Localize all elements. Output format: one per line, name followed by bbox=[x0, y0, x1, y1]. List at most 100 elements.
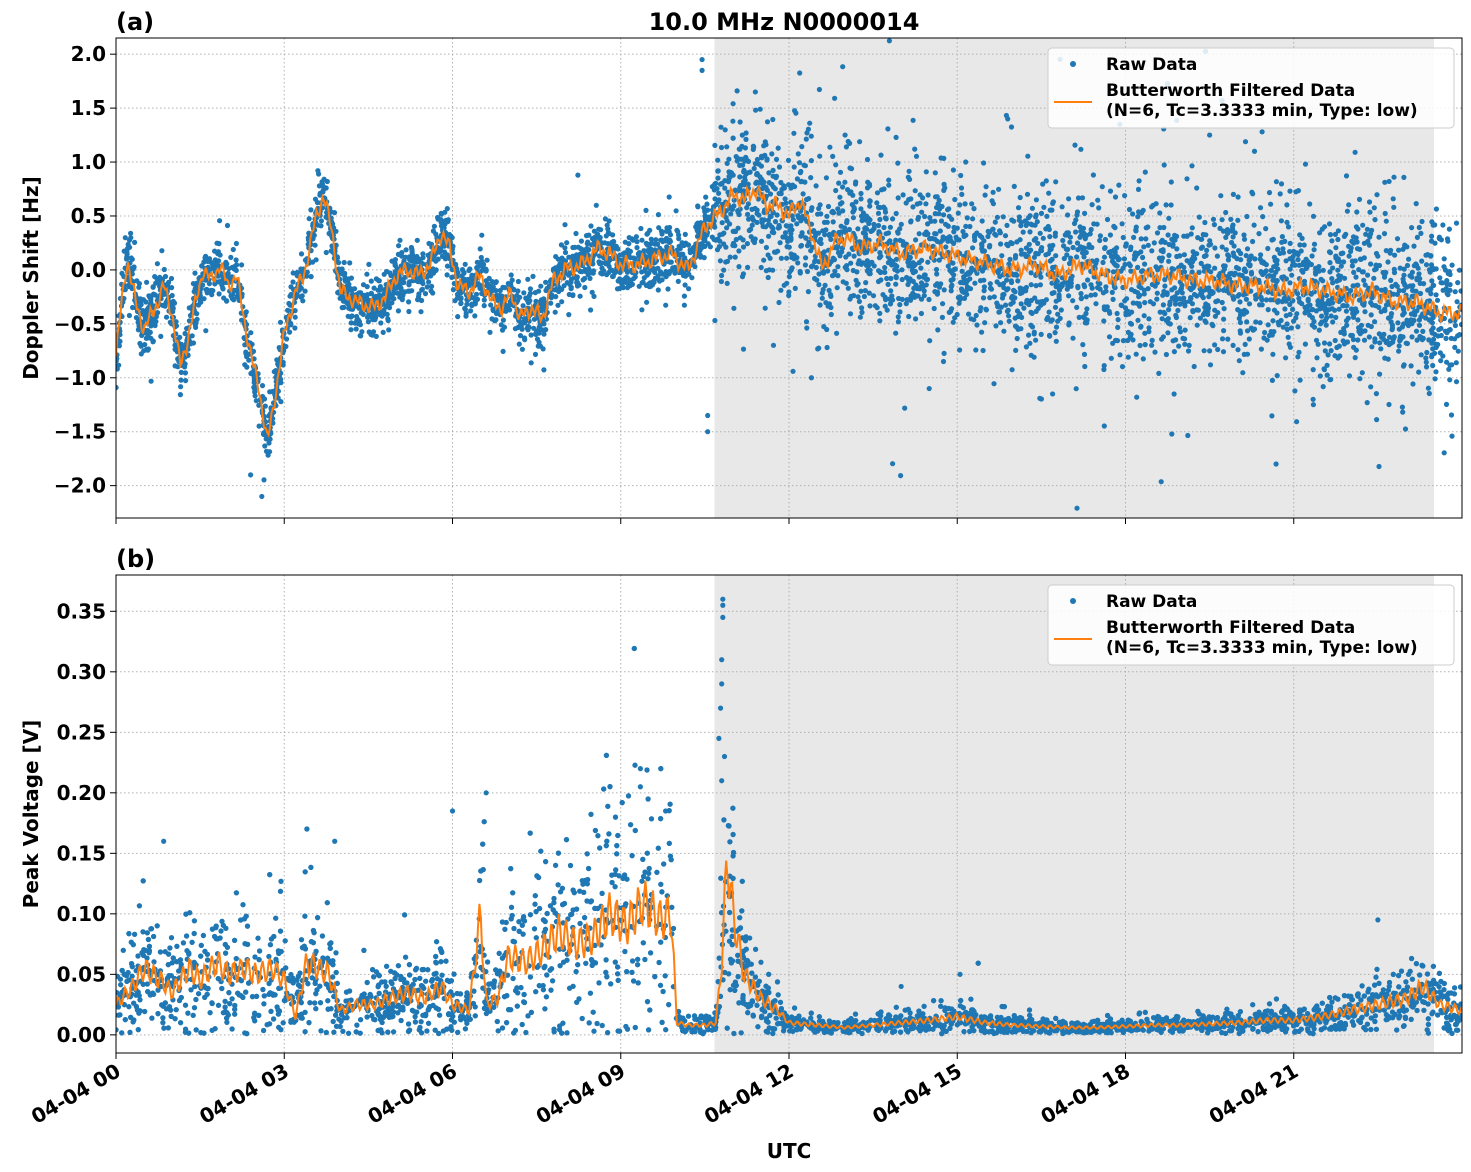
raw-point bbox=[845, 285, 851, 291]
raw-point bbox=[758, 153, 765, 159]
raw-point bbox=[904, 297, 910, 303]
raw-point bbox=[767, 191, 774, 197]
raw-point bbox=[1228, 228, 1235, 234]
raw-point bbox=[893, 275, 899, 281]
raw-point bbox=[360, 282, 367, 288]
raw-point bbox=[844, 263, 850, 269]
raw-point bbox=[178, 384, 184, 390]
raw-point bbox=[1219, 299, 1225, 306]
raw-point bbox=[754, 179, 760, 185]
raw-point bbox=[883, 215, 889, 221]
raw-point bbox=[1002, 233, 1009, 239]
raw-point bbox=[745, 158, 752, 164]
raw-point bbox=[743, 136, 749, 142]
raw-point bbox=[562, 245, 568, 251]
raw-point bbox=[840, 184, 846, 190]
raw-point bbox=[757, 106, 763, 112]
raw-point bbox=[712, 317, 718, 324]
raw-point bbox=[580, 277, 586, 283]
raw-point bbox=[1381, 231, 1388, 237]
raw-point bbox=[1116, 182, 1122, 188]
raw-point bbox=[819, 295, 825, 301]
raw-point bbox=[130, 304, 136, 311]
raw-point bbox=[1280, 324, 1286, 330]
raw-point bbox=[977, 233, 983, 239]
raw-point bbox=[644, 272, 650, 278]
raw-point bbox=[959, 191, 965, 197]
raw-point bbox=[339, 305, 345, 311]
raw-point bbox=[739, 274, 746, 280]
raw-point bbox=[886, 182, 892, 188]
raw-point bbox=[1416, 224, 1422, 231]
raw-point bbox=[1158, 239, 1164, 245]
raw-point bbox=[371, 285, 377, 291]
raw-point bbox=[999, 295, 1006, 301]
raw-point bbox=[623, 274, 629, 281]
raw-point bbox=[686, 286, 692, 292]
raw-point bbox=[799, 144, 805, 150]
raw-point bbox=[784, 255, 790, 261]
raw-point bbox=[1323, 322, 1329, 328]
raw-point bbox=[1045, 223, 1051, 230]
raw-point bbox=[608, 267, 614, 273]
raw-point bbox=[1205, 311, 1211, 317]
raw-point bbox=[396, 243, 402, 249]
raw-point bbox=[1061, 255, 1067, 262]
raw-point bbox=[1138, 324, 1144, 330]
raw-point bbox=[1280, 246, 1286, 252]
raw-point bbox=[971, 234, 978, 240]
raw-point bbox=[1141, 291, 1147, 297]
raw-point bbox=[906, 313, 912, 320]
raw-point bbox=[1330, 265, 1336, 271]
raw-point bbox=[1391, 204, 1397, 210]
raw-point bbox=[1146, 325, 1152, 331]
raw-point bbox=[1212, 342, 1218, 348]
raw-point bbox=[484, 257, 490, 263]
raw-point bbox=[655, 287, 661, 293]
raw-point bbox=[857, 314, 864, 320]
raw-point bbox=[1067, 277, 1073, 283]
raw-point bbox=[711, 236, 717, 243]
raw-point bbox=[226, 274, 232, 280]
raw-point bbox=[610, 232, 616, 238]
raw-point bbox=[1012, 289, 1018, 295]
raw-point bbox=[1165, 330, 1171, 336]
raw-point bbox=[1028, 270, 1034, 276]
raw-point bbox=[1003, 302, 1009, 308]
raw-point bbox=[754, 171, 760, 178]
raw-point bbox=[1400, 276, 1406, 282]
raw-point bbox=[487, 329, 493, 335]
raw-point bbox=[1259, 129, 1265, 135]
raw-point bbox=[1107, 188, 1114, 194]
raw-point bbox=[1395, 320, 1401, 326]
raw-point bbox=[528, 332, 534, 338]
raw-point bbox=[1286, 341, 1292, 347]
raw-point bbox=[786, 244, 792, 250]
raw-point bbox=[1202, 219, 1208, 226]
raw-point bbox=[770, 116, 776, 123]
raw-point bbox=[1079, 195, 1086, 201]
raw-point bbox=[1118, 268, 1124, 274]
raw-point bbox=[138, 343, 144, 349]
raw-point bbox=[1416, 271, 1422, 277]
raw-point bbox=[1244, 328, 1251, 334]
raw-point bbox=[1140, 356, 1146, 362]
raw-point bbox=[910, 204, 916, 210]
raw-point bbox=[1024, 297, 1030, 303]
raw-point bbox=[248, 330, 254, 336]
raw-point bbox=[770, 167, 776, 173]
raw-point bbox=[1223, 234, 1229, 240]
raw-point bbox=[1401, 272, 1407, 278]
raw-point bbox=[1433, 292, 1439, 298]
raw-point bbox=[758, 264, 764, 271]
raw-point bbox=[899, 276, 905, 283]
raw-point bbox=[1206, 263, 1212, 269]
raw-point bbox=[1077, 234, 1083, 240]
raw-point bbox=[847, 165, 853, 171]
raw-point bbox=[663, 228, 670, 234]
raw-point bbox=[722, 127, 728, 133]
raw-point bbox=[372, 317, 378, 323]
raw-point bbox=[1287, 266, 1293, 272]
raw-point bbox=[163, 314, 170, 320]
raw-point bbox=[1238, 257, 1244, 263]
